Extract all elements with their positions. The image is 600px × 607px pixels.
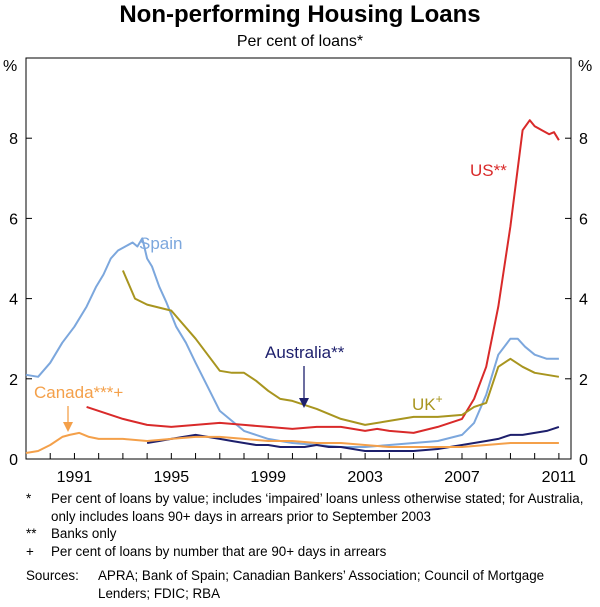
y-axis-unit-right: % <box>578 58 592 75</box>
sources: Sources: APRA; Bank of Spain; Canadian B… <box>26 567 596 602</box>
chart-subtitle: Per cent of loans* <box>237 33 363 50</box>
label-uk-base: UK <box>412 395 436 414</box>
series-line-uk <box>121 270 560 426</box>
y-tick-label-right: 2 <box>579 372 588 389</box>
footnote-1-mark: * <box>26 491 32 506</box>
footnote-3-mark: + <box>26 543 34 559</box>
y-tick-label-left: 4 <box>9 292 18 309</box>
label-uk-sup: + <box>436 392 443 406</box>
x-tick-label: 2011 <box>542 469 577 486</box>
footnote-2: ** Banks only <box>26 525 596 543</box>
x-tick-label: 2007 <box>444 469 480 486</box>
label-uk: UK+ <box>412 392 443 414</box>
footnote-3-text: Per cent of loans by number that are 90+… <box>51 543 387 559</box>
x-tick-label: 1995 <box>154 469 190 486</box>
y-tick-label-left: 6 <box>9 211 18 228</box>
footnote-1-text: Per cent of loans by value; includes ‘im… <box>51 491 584 524</box>
canada-arrow-head <box>63 422 73 432</box>
series-line-us <box>86 119 560 434</box>
y-axis-unit-left: % <box>3 58 17 75</box>
australia-arrow-head <box>299 398 309 408</box>
y-tick-label-left: 0 <box>9 452 18 469</box>
footnotes: * Per cent of loans by value; includes ‘… <box>26 490 596 560</box>
y-tick-label-right: 8 <box>579 131 588 148</box>
series-line-canada <box>25 431 559 454</box>
chart-title: Non-performing Housing Loans <box>119 1 480 28</box>
label-spain: Spain <box>139 234 182 253</box>
footnote-2-mark: ** <box>26 526 37 541</box>
footnote-2-text: Banks only <box>51 526 117 541</box>
label-us: US** <box>470 161 507 180</box>
chart: Non-performing Housing Loans Per cent of… <box>3 1 592 486</box>
y-tick-label-left: 8 <box>9 131 18 148</box>
label-australia: Australia** <box>265 343 345 362</box>
x-tick-label: 1991 <box>57 469 93 486</box>
sources-label: Sources: <box>26 568 79 583</box>
y-tick-label-right: 6 <box>579 211 588 228</box>
footnote-3: + Per cent of loans by number that are 9… <box>26 543 596 561</box>
footnote-1: * Per cent of loans by value; includes ‘… <box>26 490 596 525</box>
sources-text: APRA; Bank of Spain; Canadian Bankers’ A… <box>98 568 545 601</box>
y-tick-label-left: 2 <box>9 372 18 389</box>
x-tick-label: 2003 <box>347 469 383 486</box>
plot-frame <box>25 57 572 460</box>
y-tick-label-right: 0 <box>579 452 588 469</box>
label-canada: Canada***+ <box>34 383 123 402</box>
x-tick-label: 1999 <box>250 469 286 486</box>
y-tick-label-right: 4 <box>579 292 588 309</box>
